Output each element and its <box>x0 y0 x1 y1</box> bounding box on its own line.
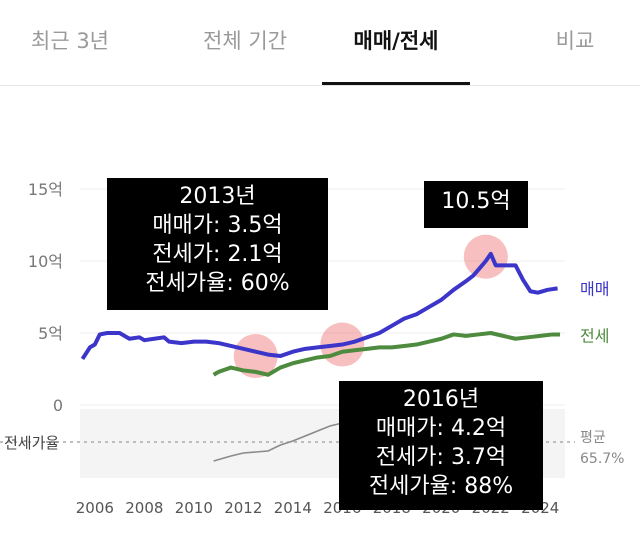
period-tabs: 최근 3년 전체 기간 매매/전세 비교 <box>0 0 640 86</box>
ratio-average-label: 평균 <box>580 430 606 446</box>
callout-2013-line: 매매가: 3.5억 <box>152 213 283 238</box>
x-tick-label: 2008 <box>125 499 163 517</box>
x-tick-label: 2006 <box>76 499 114 517</box>
legend-label-sale: 매매 <box>580 279 609 298</box>
callout-2016-line: 전세가: 3.7억 <box>375 445 507 470</box>
highlight-circle <box>233 334 278 379</box>
callout-2013-line: 전세가율: 60% <box>145 271 290 296</box>
x-tick-label: 2010 <box>175 499 213 517</box>
callout-2016-line: 2016년 <box>402 387 480 412</box>
series-line-jeonse <box>212 331 561 377</box>
tab-all-period[interactable]: 전체 기간 <box>203 29 287 53</box>
y-tick-label: 0 <box>53 396 63 415</box>
callout-2013-line: 전세가: 2.1억 <box>152 242 283 267</box>
ratio-label: 전세가율 <box>4 434 59 452</box>
active-tab-indicator <box>322 82 470 85</box>
callout-2016-line: 매매가: 4.2억 <box>375 416 507 441</box>
y-tick-label: 5억 <box>38 324 63 343</box>
tab-compare[interactable]: 비교 <box>555 29 595 53</box>
legend-label-jeonse: 전세 <box>580 326 609 345</box>
callout-2013-line: 2013년 <box>179 184 256 209</box>
callout-2013: 2013년 매매가: 3.5억 전세가: 2.1억 전세가율: 60% <box>107 178 328 310</box>
x-tick-label: 2012 <box>224 499 262 517</box>
callout-peak-value: 10.5억 <box>441 189 511 214</box>
callout-2016-line: 전세가율: 88% <box>368 474 514 499</box>
highlight-circle <box>463 234 508 279</box>
series-line-sale <box>80 251 558 361</box>
tab-recent-3-years[interactable]: 최근 3년 <box>31 29 109 53</box>
tabs-divider <box>0 85 640 86</box>
tab-sale-jeonse[interactable]: 매매/전세 <box>353 29 439 53</box>
y-tick-label: 10억 <box>28 252 63 271</box>
ratio-average-value: 65.7% <box>580 451 624 467</box>
callout-2016: 2016년 매매가: 4.2억 전세가: 3.7억 전세가율: 88% <box>339 381 543 510</box>
y-tick-label: 15억 <box>28 180 63 199</box>
callout-peak: 10.5억 <box>424 181 528 228</box>
x-tick-label: 2014 <box>274 499 312 517</box>
